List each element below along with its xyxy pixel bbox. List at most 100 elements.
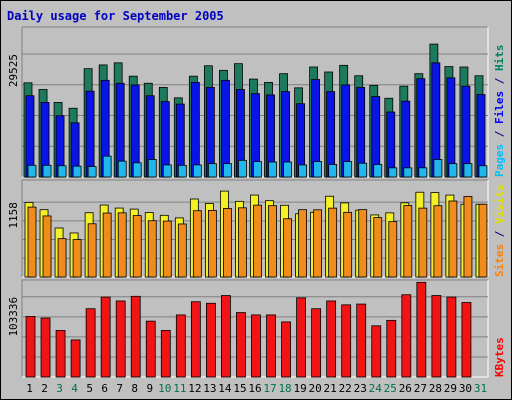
bar-kbytes <box>70 339 81 378</box>
bar-pages <box>207 163 217 178</box>
bar-sites <box>223 208 232 278</box>
bar-kbytes <box>145 320 156 378</box>
bar-pages <box>27 164 37 178</box>
bar-sites <box>463 196 473 278</box>
x-tick-label: 16 <box>248 382 261 395</box>
bar-sites <box>358 209 368 278</box>
bar-sites <box>343 211 353 278</box>
y-tick-label: 103336 <box>7 297 20 337</box>
bar-pages <box>313 161 323 178</box>
x-tick-label: 21 <box>324 382 337 395</box>
panel-label-part: / <box>493 124 506 144</box>
panel-label-part: Pages <box>493 144 506 177</box>
bar-sites <box>147 220 157 278</box>
bar-pages <box>132 162 142 178</box>
bar-kbytes <box>326 300 337 378</box>
x-tick-label: 4 <box>71 382 78 395</box>
bar-files <box>416 78 426 178</box>
bar-sites <box>207 209 217 278</box>
panel-label-part: / <box>493 224 506 244</box>
bar-kbytes <box>416 281 427 378</box>
bar-kbytes <box>85 308 96 378</box>
x-tick-label: 15 <box>233 382 246 395</box>
bar-pages <box>117 160 127 178</box>
x-tick-label: 2 <box>41 382 48 395</box>
panel-hits: 29525 Pages / Files / Hits <box>7 26 506 178</box>
bar-pages <box>448 163 458 178</box>
bar-sites <box>192 210 202 278</box>
bar-sites <box>433 205 443 278</box>
bar-kbytes <box>266 314 276 378</box>
bar-sites <box>162 220 172 278</box>
x-tick-label: 19 <box>293 382 306 395</box>
panel-label-part: Sites <box>493 244 506 277</box>
bar-pages <box>72 165 82 178</box>
bar-files <box>190 82 200 178</box>
x-tick-label: 5 <box>86 382 93 395</box>
bar-kbytes <box>356 303 367 378</box>
bar-kbytes <box>281 321 291 378</box>
x-tick-label: 28 <box>429 382 442 395</box>
bar-sites <box>117 212 127 278</box>
x-tick-label: 1 <box>26 382 33 395</box>
bar-pages <box>147 159 157 178</box>
bar-kbytes <box>25 316 36 378</box>
bar-pages <box>87 166 97 178</box>
x-tick-label: 6 <box>101 382 108 395</box>
bar-sites <box>478 203 488 278</box>
panel-label-part: KBytes <box>493 337 506 377</box>
bar-kbytes <box>236 312 246 378</box>
bar-files <box>221 79 230 178</box>
bar-kbytes <box>461 302 472 378</box>
bar-pages <box>478 165 488 178</box>
bar-sites <box>57 238 67 278</box>
bar-kbytes <box>296 297 306 378</box>
x-tick-label: 20 <box>309 382 322 395</box>
bar-sites <box>328 207 338 278</box>
bar-pages <box>298 164 307 178</box>
bar-files <box>386 111 396 178</box>
bar-pages <box>268 161 277 178</box>
bar-pages <box>343 161 353 178</box>
bar-files <box>446 77 456 178</box>
bar-pages <box>358 162 368 178</box>
bar-sites <box>268 205 277 278</box>
bar-pages <box>373 164 383 178</box>
bar-files <box>25 95 35 178</box>
x-tick-label: 29 <box>444 382 457 395</box>
bar-files <box>85 90 95 178</box>
bar-pages <box>177 164 187 178</box>
bar-kbytes <box>115 300 126 378</box>
bar-sites <box>253 204 262 278</box>
bar-kbytes <box>40 317 51 378</box>
bar-kbytes <box>251 314 261 378</box>
bar-pages <box>238 159 247 178</box>
bar-pages <box>42 164 52 178</box>
bar-pages <box>162 164 172 178</box>
x-tick-label: 22 <box>339 382 352 395</box>
panel-visits: 1158 Sites / Visits <box>7 179 506 278</box>
bar-pages <box>57 165 67 178</box>
bar-sites <box>177 223 187 278</box>
bar-kbytes <box>341 304 352 378</box>
bar-sites <box>418 207 428 278</box>
bar-pages <box>328 164 338 178</box>
y-tick-label: 29525 <box>7 54 20 87</box>
bar-sites <box>87 223 97 278</box>
bar-pages <box>223 163 232 178</box>
bar-sites <box>403 205 413 278</box>
bar-files <box>476 94 486 178</box>
x-tick-label: 11 <box>173 382 186 395</box>
chart-panels: 29525 Pages / Files / Hits 1158 Sites / Vis… <box>7 26 506 378</box>
bar-kbytes <box>160 330 171 378</box>
x-tick-label: 3 <box>56 382 63 395</box>
bar-kbytes <box>175 314 186 378</box>
bar-kbytes <box>386 319 397 378</box>
bar-pages <box>102 155 112 178</box>
x-tick-label: 8 <box>131 382 138 395</box>
bar-pages <box>192 164 202 178</box>
bar-pages <box>388 167 398 178</box>
bar-kbytes <box>221 295 231 378</box>
bar-pages <box>433 159 443 178</box>
bar-sites <box>298 209 307 278</box>
